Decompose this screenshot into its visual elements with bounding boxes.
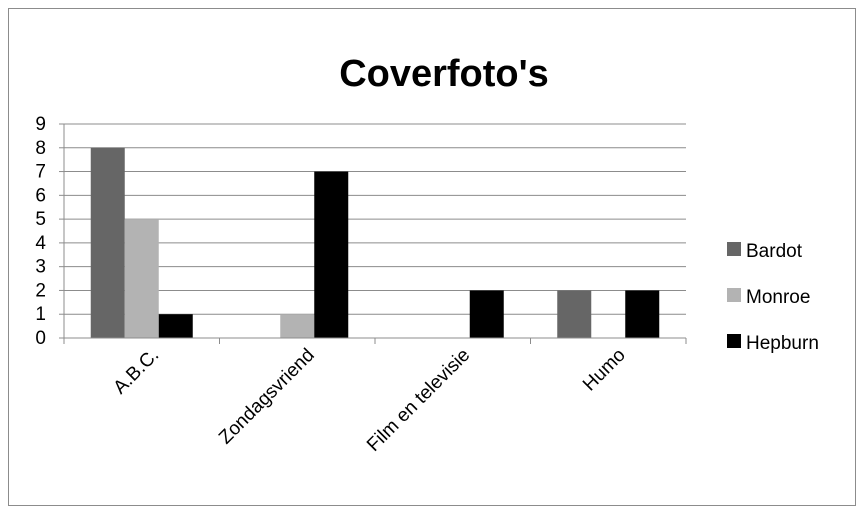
y-tick-label: 5	[35, 209, 46, 230]
legend-swatch-bardot	[727, 242, 741, 256]
legend: Bardot Monroe Hepburn	[727, 241, 819, 354]
y-tick-label: 0	[35, 328, 46, 349]
x-category-label: Film en televisie	[363, 345, 474, 456]
y-tick-label: 1	[35, 304, 46, 325]
bar-bardot	[90, 147, 125, 338]
legend-label-bardot: Bardot	[746, 241, 803, 262]
bar-hepburn	[158, 314, 193, 338]
bar-hepburn	[625, 290, 660, 338]
chart-title: Coverfoto's	[339, 53, 549, 95]
y-tick-label: 3	[35, 257, 46, 278]
legend-label-monroe: Monroe	[746, 287, 810, 308]
bar-hepburn	[469, 290, 504, 338]
x-category-label: A.B.C.	[110, 345, 164, 399]
y-tick-label: 4	[35, 233, 46, 254]
chart-frame: Coverfoto's 0 1 2 3 4 5 6 7 8 9 A.B.C. Zondagsvrien…	[8, 8, 856, 506]
y-tick-label: 9	[35, 114, 46, 135]
bars	[90, 147, 660, 338]
legend-swatch-hepburn	[727, 334, 741, 348]
bar-monroe	[280, 314, 315, 338]
bar-monroe	[124, 219, 159, 338]
legend-swatch-monroe	[727, 288, 741, 302]
y-tick-label: 8	[35, 138, 46, 159]
x-category-label: Zondagsvriend	[215, 345, 319, 449]
bar-bardot	[557, 290, 592, 338]
y-tick-label: 6	[35, 185, 46, 206]
gridlines	[64, 123, 686, 315]
x-category-label: Humo	[579, 345, 630, 396]
bar-hepburn	[314, 171, 349, 338]
legend-label-hepburn: Hepburn	[746, 333, 819, 354]
y-tick-label: 2	[35, 280, 46, 301]
y-tick-label: 7	[35, 162, 46, 183]
